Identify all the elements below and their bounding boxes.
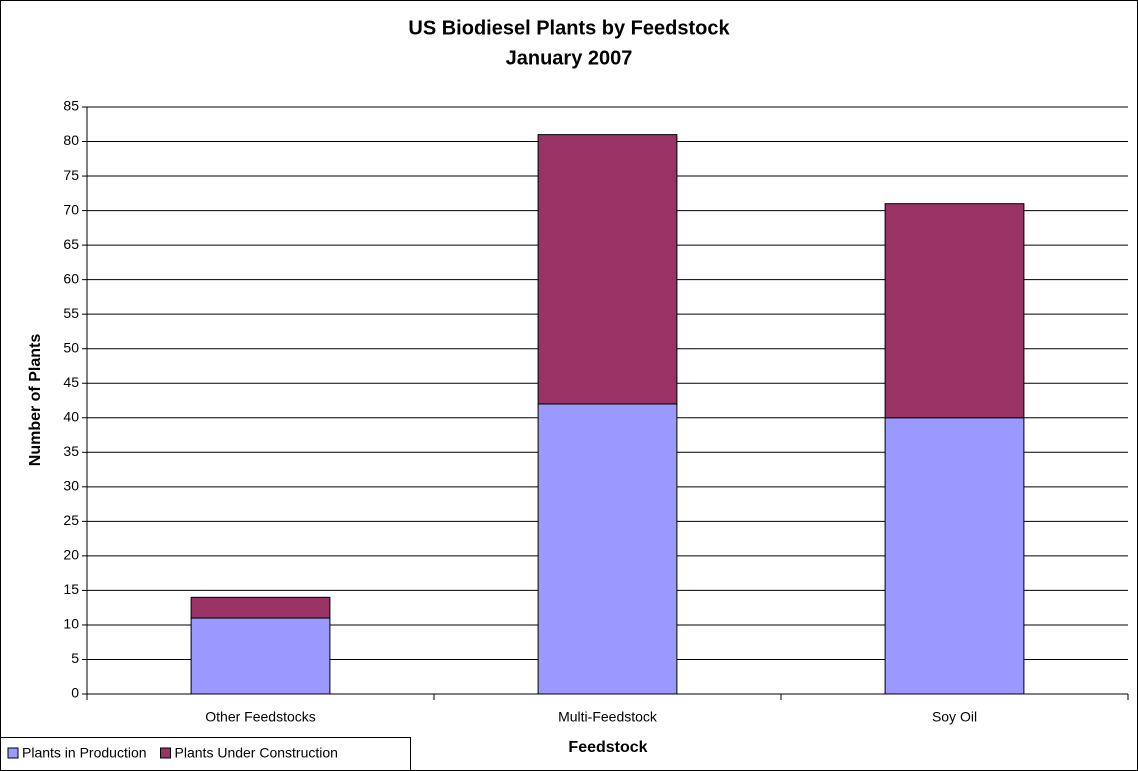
x-tick-label: Other Feedstocks (205, 709, 316, 725)
y-tick-label: 45 (63, 374, 79, 390)
x-axis-title: Feedstock (568, 739, 647, 756)
bar-segment (537, 134, 678, 405)
chart-subtitle: January 2007 (506, 47, 633, 69)
y-tick-label: 75 (63, 167, 79, 183)
y-tick-label: 30 (63, 478, 79, 494)
x-tick-label: Multi-Feedstock (558, 709, 658, 725)
chart-title: US Biodiesel Plants by Feedstock (408, 17, 730, 39)
y-tick-label: 65 (63, 236, 79, 252)
y-axis-title: Number of Plants (27, 334, 44, 467)
y-tick-label: 60 (63, 270, 79, 286)
bar-segment (884, 203, 1025, 419)
legend-label: Plants Under Construction (175, 745, 338, 761)
y-tick-label: 10 (63, 616, 79, 632)
bar-segment (190, 596, 331, 619)
bar-segment (884, 417, 1025, 695)
bar-segment (537, 403, 678, 695)
legend-swatch (7, 747, 19, 759)
legend-label: Plants in Production (22, 745, 147, 761)
y-tick-label: 80 (63, 132, 79, 148)
y-tick-label: 15 (63, 581, 79, 597)
y-tick-label: 70 (63, 201, 79, 217)
y-tick-label: 55 (63, 305, 79, 321)
x-tick-label: Soy Oil (932, 709, 977, 725)
y-tick-label: 25 (63, 512, 79, 528)
bar-segment (190, 617, 331, 695)
y-tick-label: 0 (71, 685, 79, 701)
y-tick-label: 40 (63, 408, 79, 424)
y-tick-label: 85 (63, 98, 79, 114)
y-tick-label: 20 (63, 547, 79, 563)
y-tick-label: 50 (63, 339, 79, 355)
y-tick-label: 35 (63, 443, 79, 459)
y-tick-label: 5 (71, 650, 79, 666)
legend-swatch (160, 747, 172, 759)
